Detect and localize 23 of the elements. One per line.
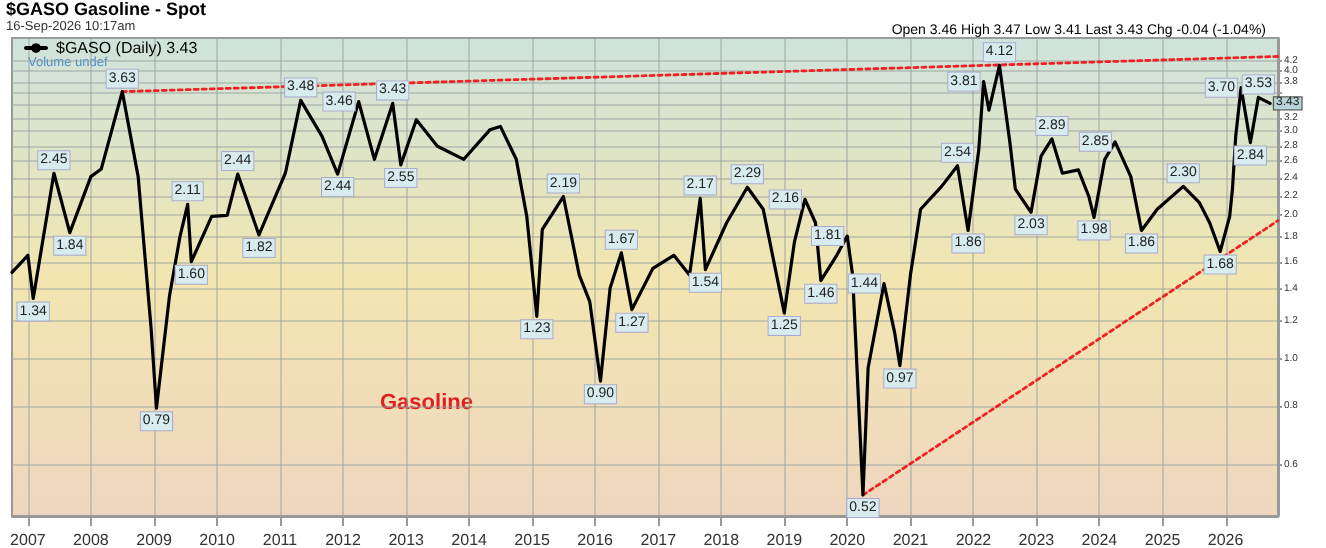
x-tick-label: 2024	[1081, 531, 1119, 548]
x-tick-label: 2009	[136, 531, 173, 548]
x-tick-label: 2019	[766, 531, 804, 548]
x-tick-label: 2023	[1018, 531, 1056, 548]
x-tick-label: 2007	[10, 531, 47, 548]
x-tick-label: 2008	[73, 531, 110, 548]
x-tick-label: 2020	[829, 531, 867, 548]
chart-title: $GASO Gasoline - Spot	[6, 0, 207, 19]
x-tick-label: 2022	[955, 531, 993, 548]
x-tick-label: 2017	[640, 531, 678, 548]
x-tick-label: 2010	[199, 531, 236, 548]
x-tick-label: 2011	[262, 531, 299, 548]
annotation: Gasoline	[380, 391, 473, 415]
x-tick-label: 2014	[451, 531, 489, 548]
x-tick-label: 2026	[1207, 531, 1245, 548]
x-tick-label: 2016	[577, 531, 615, 548]
x-tick-label: 2021	[892, 531, 930, 548]
x-tick-label: 2015	[514, 531, 552, 548]
legend-label: $GASO (Daily) 3.43	[56, 39, 199, 57]
x-tick-label: 2012	[325, 531, 362, 548]
x-tick-label: 2018	[703, 531, 741, 548]
x-tick-label: 2013	[388, 531, 426, 548]
x-tick-label: 2025	[1144, 531, 1182, 548]
